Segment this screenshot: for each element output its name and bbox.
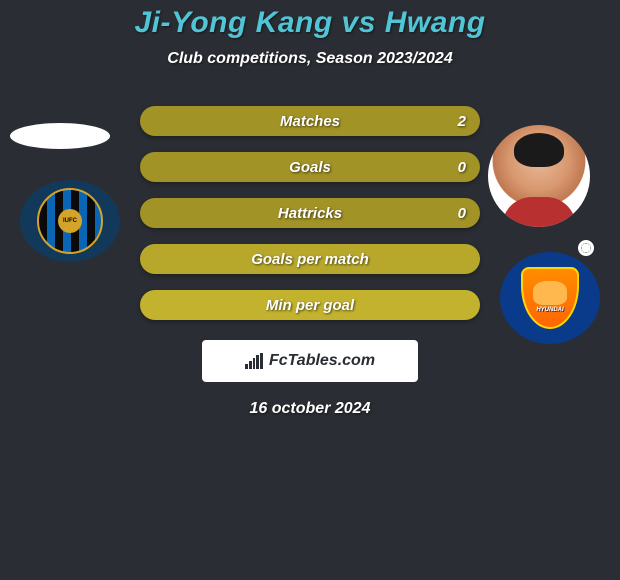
stat-value: 0 [458, 159, 466, 176]
stats-area: Matches 2 Goals 0 Hattricks 0 Goals per match M… [140, 106, 480, 320]
player-photo-left [10, 123, 110, 149]
stat-bar: Min per goal [140, 290, 480, 320]
date-label: 16 october 2024 [250, 400, 371, 418]
team-badge-right-text: HYUNDAI [536, 307, 563, 313]
stat-value: 2 [458, 113, 466, 130]
fctables-label: FcTables.com [269, 352, 375, 370]
team-badge-right: HYUNDAI [500, 252, 600, 344]
stat-bar: Matches 2 [140, 106, 480, 136]
stat-bar: Goals per match [140, 244, 480, 274]
fctables-watermark: FcTables.com [202, 340, 418, 382]
stat-bar: Goals 0 [140, 152, 480, 182]
stat-bar: Hattricks 0 [140, 198, 480, 228]
team-badge-left-stripes: IUFC [37, 188, 103, 254]
stat-label: Hattricks [278, 205, 342, 222]
team-badge-right-shield: HYUNDAI [521, 267, 579, 329]
stat-label: Goals per match [251, 251, 369, 268]
stat-label: Matches [280, 113, 340, 130]
page-title: Ji-Yong Kang vs Hwang [134, 6, 485, 40]
stat-value: 0 [458, 205, 466, 222]
tiger-icon [533, 281, 567, 305]
stat-label: Min per goal [266, 297, 354, 314]
soccer-ball-icon [578, 240, 594, 256]
team-badge-left-center: IUFC [58, 209, 82, 233]
subtitle: Club competitions, Season 2023/2024 [167, 50, 452, 68]
team-badge-left: IUFC [20, 180, 120, 262]
bar-chart-icon [245, 353, 263, 369]
player-photo-right [488, 125, 590, 227]
stat-label: Goals [289, 159, 331, 176]
